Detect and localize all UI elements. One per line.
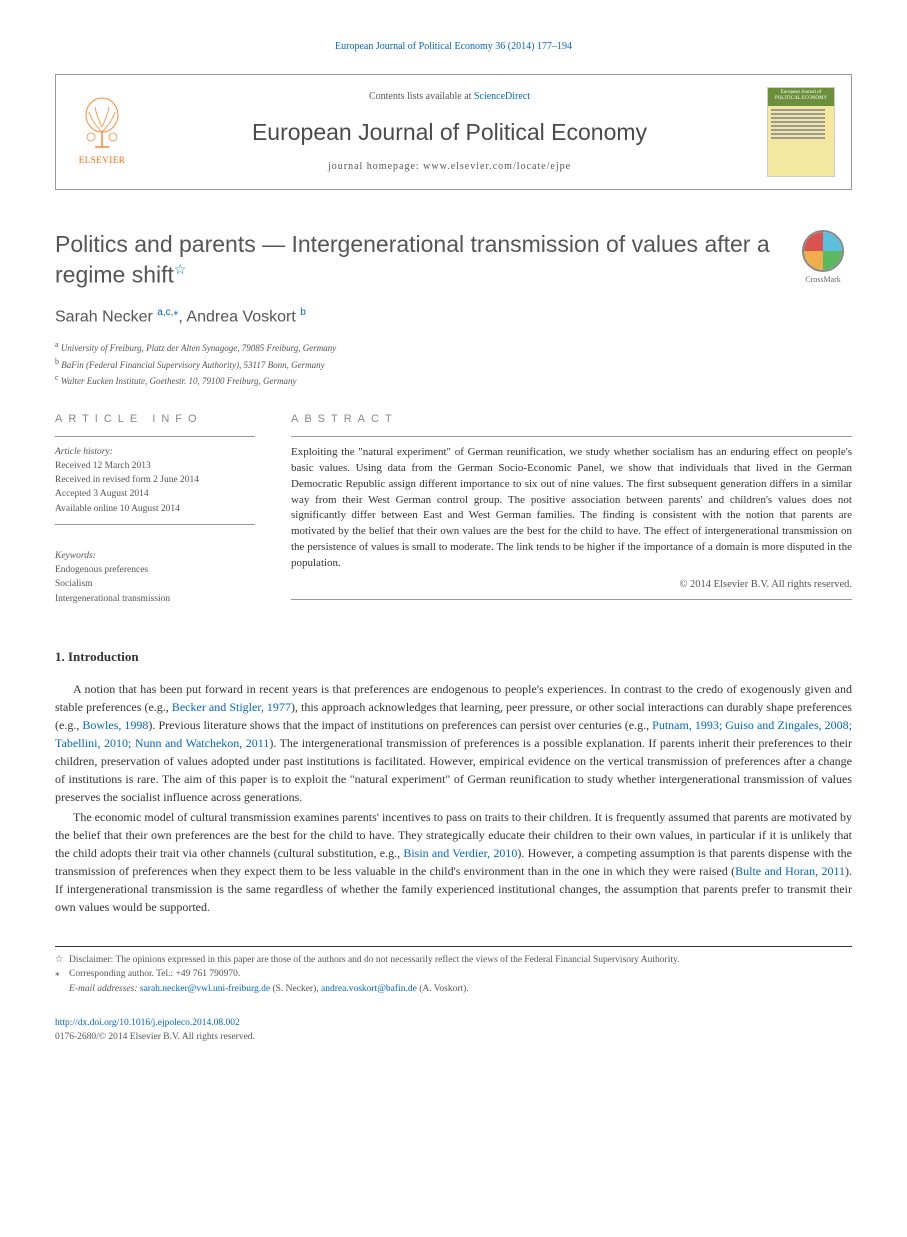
title-footnote-marker[interactable]: ☆	[174, 261, 187, 277]
issn-copyright: 0176-2680/© 2014 Elsevier B.V. All right…	[55, 1032, 255, 1042]
journal-header-box: ELSEVIER Contents lists available at Sci…	[55, 74, 852, 190]
elsevier-tree-icon	[77, 97, 127, 152]
keyword-3: Intergenerational transmission	[55, 594, 170, 604]
corr-mark-icon: ⁎	[55, 967, 69, 981]
homepage-url[interactable]: www.elsevier.com/locate/ejpe	[423, 161, 571, 172]
footnote-corresponding: ⁎Corresponding author. Tel.: +49 761 790…	[55, 967, 852, 981]
ref-bisin-verdier-2010[interactable]: Bisin and Verdier, 2010	[403, 846, 517, 860]
footnote-disclaimer: ☆Disclaimer: The opinions expressed in t…	[55, 953, 852, 967]
author-2-aff[interactable]: b	[300, 307, 306, 318]
keywords-label: Keywords:	[55, 551, 96, 561]
article-title: Politics and parents — Intergenerational…	[55, 230, 782, 290]
elsevier-label: ELSEVIER	[79, 154, 126, 167]
keyword-1: Endogenous preferences	[55, 565, 148, 575]
info-rule-1	[55, 436, 255, 437]
contents-available-line: Contents lists available at ScienceDirec…	[148, 90, 751, 104]
abstract-copyright: © 2014 Elsevier B.V. All rights reserved…	[291, 578, 852, 593]
author-2[interactable]: Andrea Voskort	[186, 309, 300, 326]
email-necker[interactable]: sarah.necker@vwl.uni-freiburg.de	[140, 984, 270, 994]
journal-homepage-line: journal homepage: www.elsevier.com/locat…	[148, 160, 751, 174]
online-date: Available online 10 August 2014	[55, 504, 180, 514]
abstract-text: Exploiting the "natural experiment" of G…	[291, 445, 852, 573]
crossmark-badge[interactable]: CrossMark	[794, 230, 852, 285]
affiliation-b: BaFin (Federal Financial Supervisory Aut…	[61, 360, 324, 370]
abstract-rule-2	[291, 599, 852, 600]
received-date: Received 12 March 2013	[55, 461, 151, 471]
abstract-rule-1	[291, 436, 852, 437]
cover-thumb-title: European Journal ofPOLITICAL ECONOMY	[768, 88, 834, 106]
doi-copyright-block: http://dx.doi.org/10.1016/j.ejpoleco.201…	[55, 1016, 852, 1045]
email-label: E-mail addresses:	[69, 984, 140, 994]
section-1-heading: 1. Introduction	[55, 648, 852, 666]
article-info-column: article info Article history: Received 1…	[55, 412, 255, 608]
abstract-label: abstract	[291, 412, 852, 427]
abstract-column: abstract Exploiting the "natural experim…	[291, 412, 852, 608]
ref-bulte-horan-2011[interactable]: Bulte and Horan, 2011	[735, 864, 845, 878]
sciencedirect-link[interactable]: ScienceDirect	[474, 91, 530, 102]
article-info-label: article info	[55, 412, 255, 427]
elsevier-logo[interactable]: ELSEVIER	[72, 97, 132, 167]
info-rule-2	[55, 524, 255, 525]
disclaimer-mark-icon: ☆	[55, 953, 69, 967]
author-1[interactable]: Sarah Necker	[55, 309, 157, 326]
journal-name-heading: European Journal of Political Economy	[148, 116, 751, 148]
affiliations-block: a University of Freiburg, Platz der Alte…	[55, 339, 852, 388]
author-1-aff[interactable]: a,c,	[157, 307, 173, 318]
footnotes-block: ☆Disclaimer: The opinions expressed in t…	[55, 946, 852, 996]
doi-link[interactable]: http://dx.doi.org/10.1016/j.ejpoleco.201…	[55, 1018, 240, 1028]
footnote-emails: E-mail addresses: sarah.necker@vwl.uni-f…	[55, 982, 852, 996]
affiliation-a: University of Freiburg, Platz der Alten …	[61, 343, 336, 353]
crossmark-icon	[802, 230, 844, 272]
revised-date: Received in revised form 2 June 2014	[55, 475, 199, 485]
contents-pre-text: Contents lists available at	[369, 91, 474, 102]
cover-thumb-body	[768, 106, 834, 176]
email-voskort[interactable]: andrea.voskort@bafin.de	[321, 984, 417, 994]
crossmark-label: CrossMark	[794, 274, 852, 285]
ref-becker-stigler-1977[interactable]: Becker and Stigler, 1977	[172, 700, 291, 714]
citation-header: European Journal of Political Economy 36…	[55, 40, 852, 54]
keyword-2: Socialism	[55, 579, 92, 589]
accepted-date: Accepted 3 August 2014	[55, 489, 149, 499]
ref-bowles-1998[interactable]: Bowles, 1998	[82, 718, 148, 732]
article-history-label: Article history:	[55, 447, 113, 457]
authors-line: Sarah Necker a,c,⁎, Andrea Voskort b	[55, 306, 852, 329]
affiliation-c: Walter Eucken Institute, Goethestr. 10, …	[61, 376, 297, 386]
journal-cover-thumbnail[interactable]: European Journal ofPOLITICAL ECONOMY	[767, 87, 835, 177]
intro-paragraph-1: A notion that has been put forward in re…	[55, 680, 852, 806]
homepage-label: journal homepage:	[328, 161, 423, 172]
intro-paragraph-2: The economic model of cultural transmiss…	[55, 808, 852, 916]
